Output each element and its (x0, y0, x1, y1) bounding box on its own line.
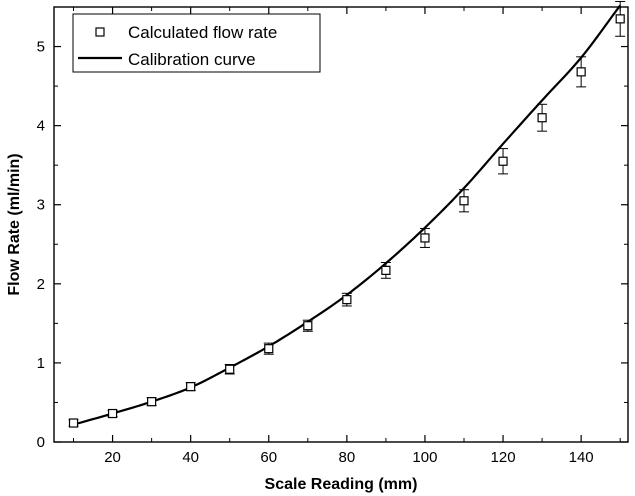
legend-box (72, 13, 321, 73)
calculated-flow-rate-points (68, 0, 626, 428)
x-tick-label: 120 (491, 449, 516, 466)
data-point (68, 418, 79, 428)
y-tick-label: 2 (37, 276, 45, 293)
data-point (185, 382, 196, 392)
data-point (107, 408, 118, 419)
legend: Calculated flow rate Calibration curve (72, 13, 321, 73)
data-point-marker (537, 113, 547, 123)
data-point (380, 261, 391, 279)
data-point (419, 227, 430, 248)
y-axis-label: Flow Rate (ml/min) (6, 153, 23, 295)
x-tick-label: 60 (260, 449, 277, 466)
legend-marker-square (95, 27, 105, 37)
data-point (224, 363, 235, 375)
data-point-marker (68, 418, 79, 428)
legend-label-calibration-curve: Calibration curve (128, 50, 256, 69)
x-axis-label: Scale Reading (mm) (265, 476, 418, 493)
y-tick-label: 4 (37, 118, 45, 135)
data-point-marker (420, 233, 430, 243)
axis-ticks (54, 6, 628, 443)
x-tick-label: 80 (339, 449, 356, 466)
x-tick-label: 20 (104, 449, 121, 466)
data-point-marker (576, 67, 586, 77)
data-point (341, 292, 352, 307)
legend-label-calculated-flow-rate: Calculated flow rate (128, 23, 277, 42)
data-point (302, 319, 313, 332)
x-tick-label: 140 (569, 449, 594, 466)
y-tick-label: 3 (37, 197, 45, 214)
data-point-marker (459, 196, 469, 206)
data-point-marker (303, 321, 313, 331)
data-point-marker (107, 408, 118, 419)
data-point-marker (381, 265, 391, 275)
x-tick-label: 100 (412, 449, 437, 466)
data-point-marker (186, 382, 196, 392)
axis-tick-labels: 20 40 60 80 100 120 140 0 1 2 3 4 5 (37, 39, 594, 466)
data-point (615, 0, 626, 37)
data-point (537, 103, 548, 132)
data-point (498, 148, 509, 175)
data-point-marker (615, 14, 625, 24)
y-tick-label: 1 (37, 355, 45, 372)
plot-frame (53, 6, 629, 443)
data-point-marker (498, 156, 508, 166)
data-point-marker (264, 344, 274, 354)
data-point (146, 397, 157, 407)
y-tick-label: 0 (37, 434, 45, 451)
data-point (576, 56, 587, 88)
data-point-marker (342, 295, 352, 305)
x-tick-label: 40 (182, 449, 199, 466)
data-point-marker (147, 397, 157, 407)
data-point-marker (225, 364, 235, 374)
y-tick-label: 5 (37, 39, 45, 56)
data-point (263, 342, 274, 355)
data-point (459, 189, 469, 213)
